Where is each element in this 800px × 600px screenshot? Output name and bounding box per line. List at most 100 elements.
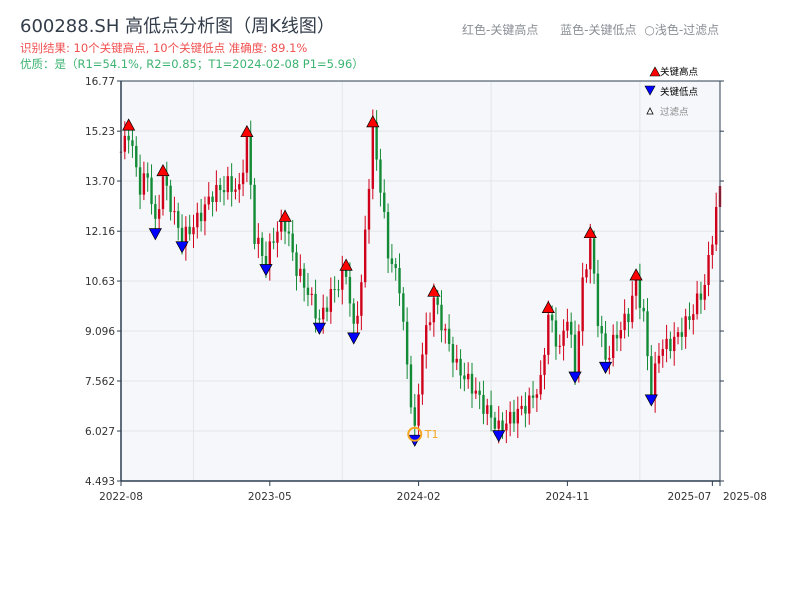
candle-body	[138, 167, 142, 195]
legend-filtered-icon	[646, 107, 654, 115]
candle-body	[474, 390, 478, 394]
candle-body	[451, 344, 455, 363]
key-high-marker	[278, 209, 292, 222]
candle-body	[619, 329, 623, 339]
candle-body	[154, 204, 157, 219]
key-low-marker	[312, 322, 326, 335]
candle-body	[486, 405, 489, 414]
candle-body	[234, 189, 237, 192]
candle-body	[680, 332, 684, 337]
candle-body	[497, 420, 500, 429]
candle-body	[211, 196, 214, 203]
legend-low: 关键低点	[660, 86, 699, 98]
key-high-marker	[122, 118, 136, 131]
candle-body	[257, 237, 260, 244]
candle-body	[516, 408, 519, 424]
candle-body	[688, 316, 691, 321]
candle-body	[573, 334, 577, 374]
candle-body	[692, 314, 695, 321]
candle-body	[669, 338, 672, 352]
legend: 关键高点 关键低点 过滤点	[644, 66, 699, 118]
candle-body	[646, 311, 649, 357]
y-tick-label: 15.23	[85, 126, 115, 138]
candle-body	[390, 258, 394, 265]
candle-body	[203, 204, 207, 222]
candle-body	[447, 328, 451, 345]
candle-body	[520, 405, 523, 409]
candle-body	[283, 221, 287, 232]
candle-body	[131, 140, 134, 146]
candle-body	[146, 173, 149, 178]
candle-body	[241, 172, 245, 185]
key-low-marker	[492, 430, 506, 443]
candle-body	[653, 363, 657, 399]
candle-body	[508, 411, 512, 424]
key-high-marker	[366, 115, 380, 128]
key-high-marker	[583, 225, 597, 239]
key-low-marker	[347, 332, 361, 345]
key-high-marker	[240, 124, 254, 138]
candle-body	[348, 276, 352, 304]
candle-body	[714, 206, 718, 245]
candle-body	[306, 287, 310, 295]
candle-body	[676, 332, 680, 337]
candle-body	[196, 212, 199, 228]
candle-body	[302, 268, 306, 288]
x-tick-label: 2024-02	[397, 491, 441, 503]
chart-title: 600288.SH 高低点分析图（周K线图）	[20, 16, 335, 37]
candle-body	[459, 358, 462, 376]
candle-body	[230, 176, 233, 192]
candle-body	[673, 336, 676, 352]
candle-body	[592, 238, 596, 274]
candle-body	[428, 322, 432, 326]
candle-body	[501, 420, 504, 431]
candle-body	[322, 307, 325, 320]
candle-body	[589, 238, 592, 270]
candle-body	[215, 184, 218, 203]
x-tick-label: 2025-08	[723, 491, 767, 503]
key-low-marker	[148, 228, 162, 241]
x-tick-label: 2022-08	[99, 491, 143, 503]
candle-body	[455, 358, 458, 363]
candle-body	[356, 315, 359, 324]
candle-body	[512, 411, 516, 424]
y-tick-label: 10.63	[85, 276, 115, 288]
candle-body	[531, 395, 535, 398]
candle-body	[367, 188, 371, 230]
candle-body	[325, 307, 329, 312]
hint-light: ○浅色-过滤点	[644, 23, 720, 37]
candle-body	[249, 134, 252, 185]
candle-body	[405, 321, 409, 365]
candle-body	[157, 209, 161, 219]
candle-body	[173, 211, 176, 213]
candle-body	[344, 269, 348, 277]
candle-body	[352, 303, 355, 324]
candle-body	[634, 277, 638, 296]
key-high-marker	[339, 258, 353, 271]
hint-red: 红色-关键高点	[462, 23, 539, 37]
candle-body	[566, 321, 569, 331]
legend-high: 关键高点	[660, 66, 699, 78]
candle-body	[489, 405, 493, 418]
candle-body	[436, 297, 439, 305]
key-high-marker	[156, 164, 170, 177]
candle-body	[581, 277, 584, 332]
candle-body	[165, 176, 168, 186]
candle-body	[600, 326, 603, 334]
candle-body	[310, 293, 313, 295]
candle-body	[375, 122, 378, 160]
candle-body	[142, 173, 146, 195]
candle-body	[276, 231, 279, 243]
candle-body	[379, 159, 382, 193]
legend-low-icon	[644, 85, 656, 96]
candle-body	[661, 349, 664, 356]
candle-body	[539, 374, 542, 395]
candle-body	[421, 354, 424, 395]
candle-body	[596, 273, 600, 327]
key-low-marker	[644, 394, 658, 407]
candle-body	[337, 289, 340, 291]
candle-body	[463, 375, 466, 380]
candle-body	[329, 289, 333, 312]
candle-body	[333, 289, 336, 291]
candle-body	[360, 282, 363, 316]
